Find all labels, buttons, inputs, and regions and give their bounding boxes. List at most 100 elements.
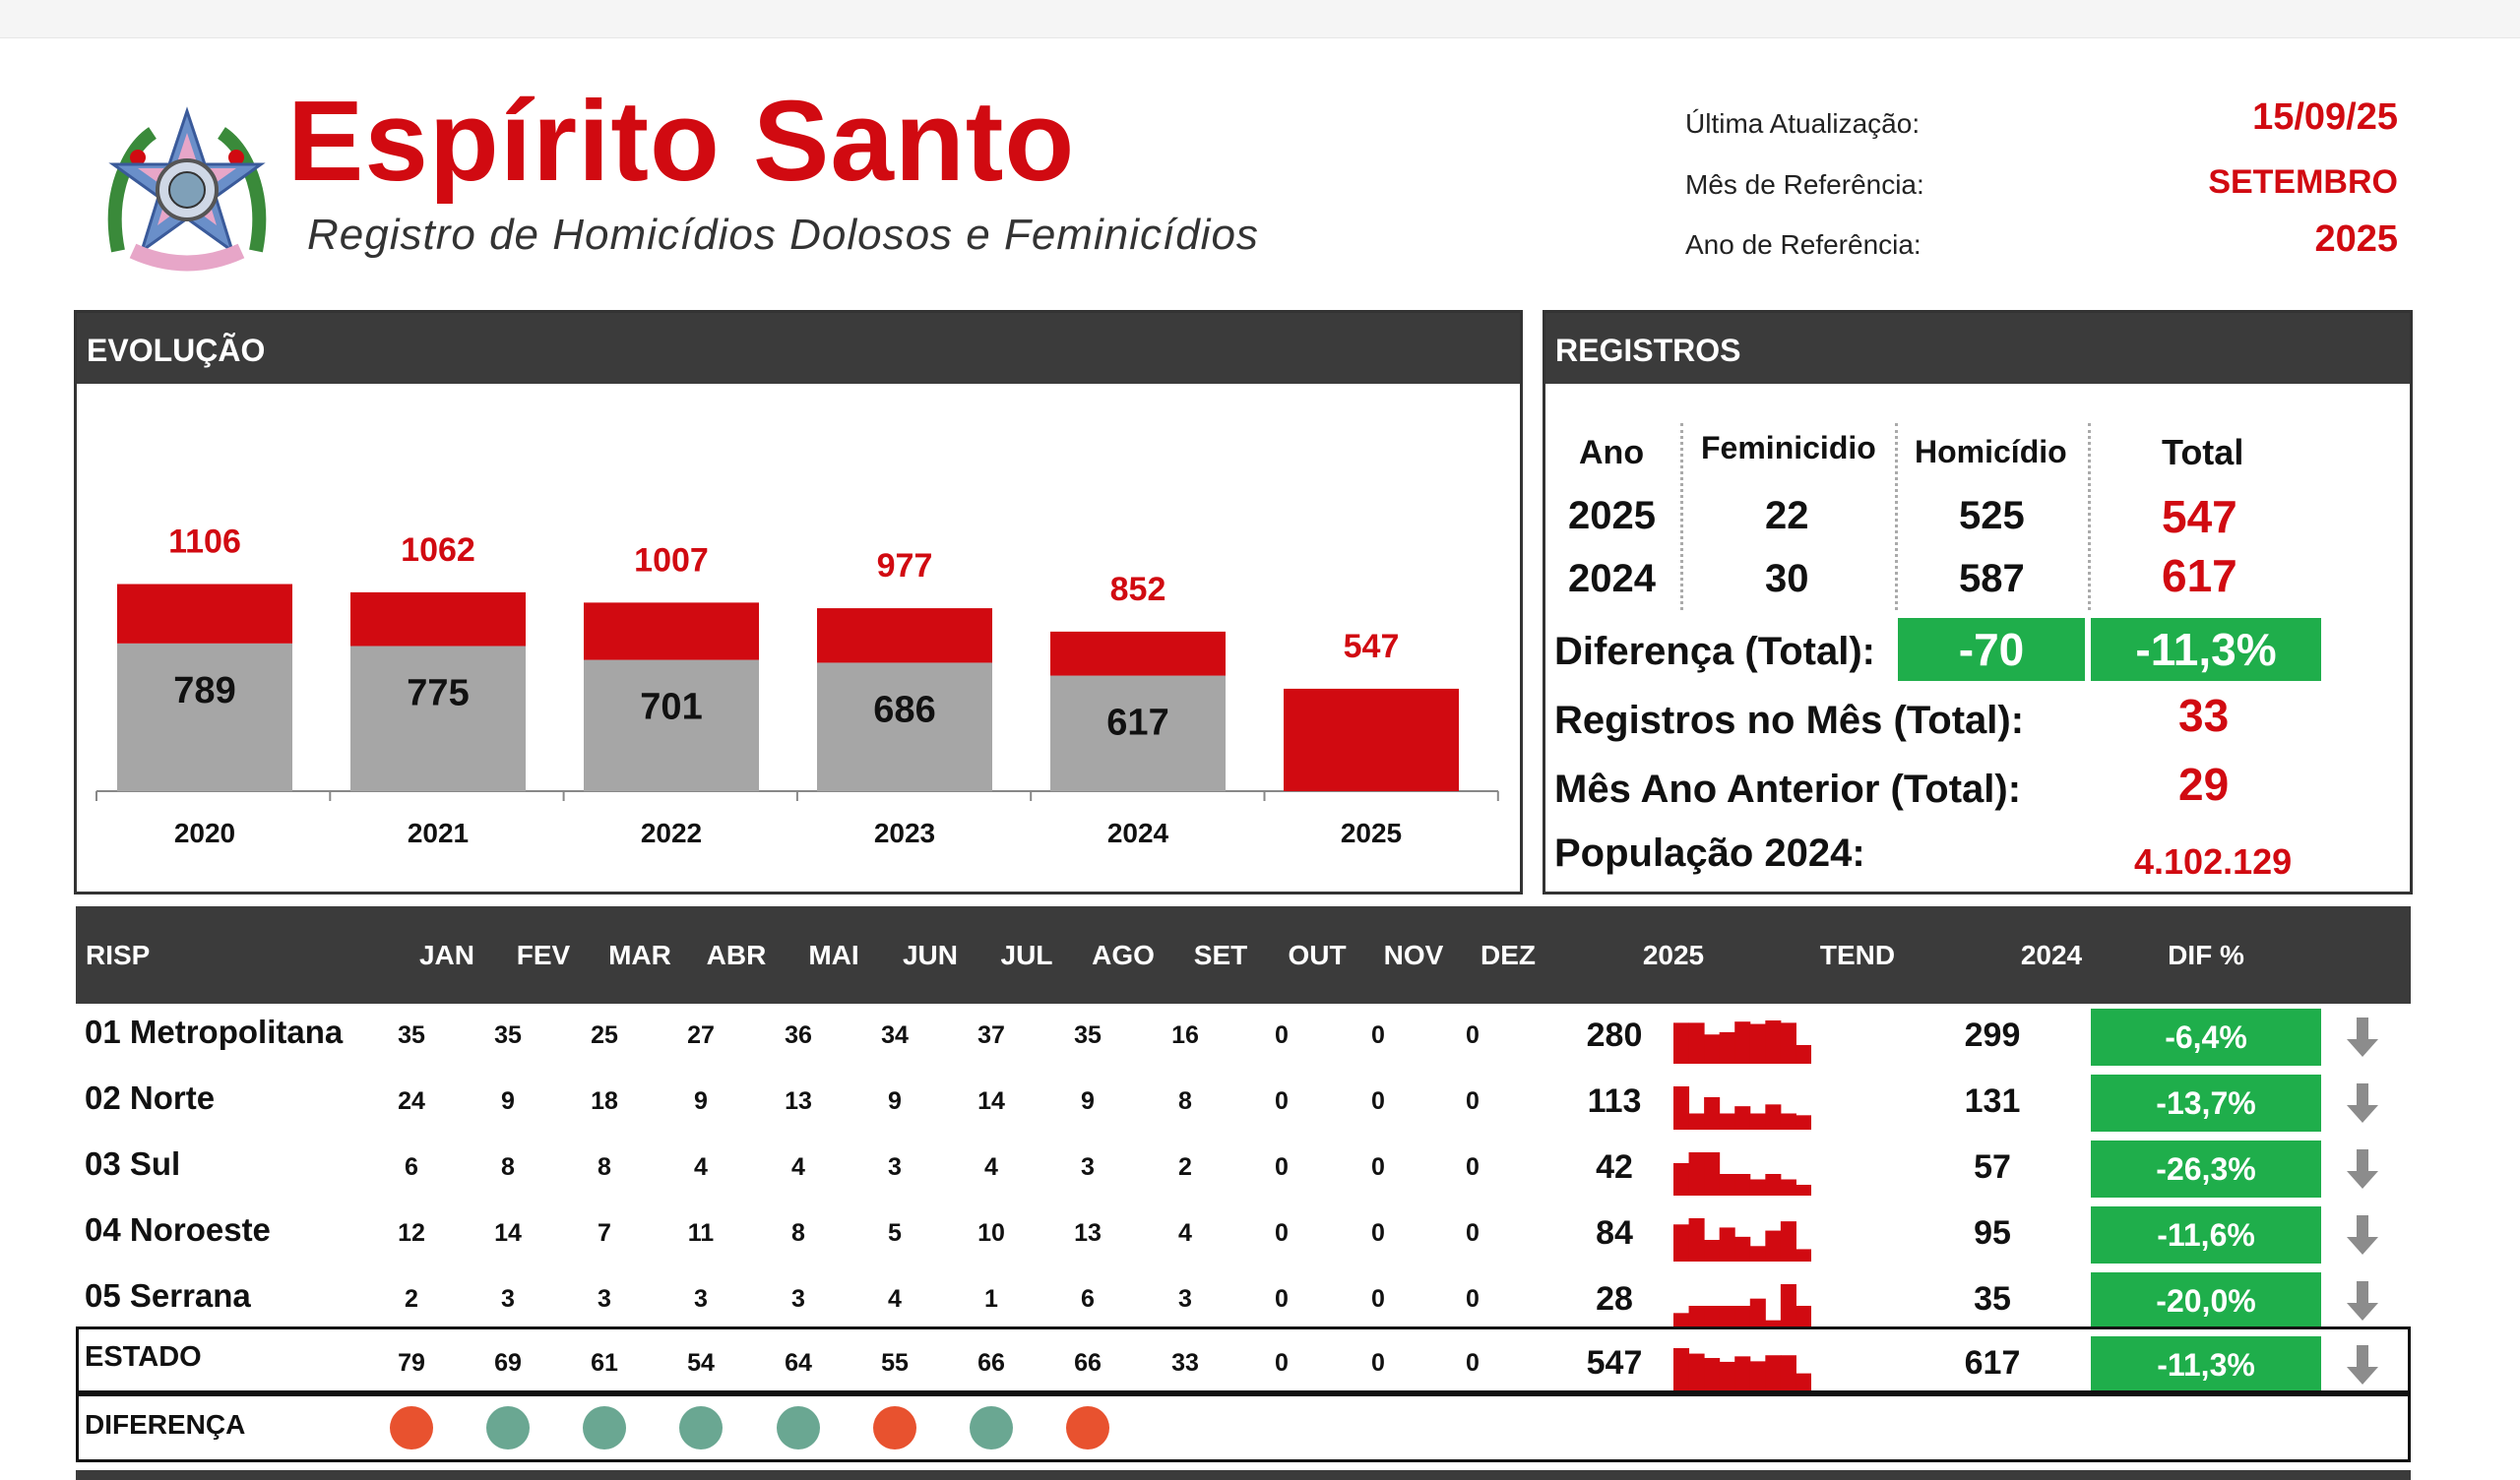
trend-bar [1749, 1361, 1766, 1391]
month-cell: 3 [694, 1285, 708, 1313]
reg-separator [1680, 423, 1683, 610]
trend-bar [1704, 1097, 1721, 1130]
month-cell: 8 [791, 1219, 805, 1247]
trend-sparkline [1673, 1152, 1811, 1196]
month-cell: 1 [984, 1285, 998, 1313]
trend-bar [1765, 1174, 1782, 1196]
trend-bar [1796, 1373, 1811, 1391]
bar-total-label: 977 [877, 547, 933, 585]
trend-bar [1796, 1115, 1811, 1130]
trend-bar [1734, 1306, 1751, 1327]
month-cell: 9 [694, 1087, 708, 1115]
trend-bar [1796, 1185, 1811, 1196]
month-cell: 9 [1081, 1087, 1095, 1115]
col-jul: JUL [1000, 940, 1053, 970]
trend-bar [1765, 1104, 1782, 1130]
trend-bar [1704, 1306, 1721, 1327]
reg-row-homicidio: 587 [1959, 557, 2025, 600]
month-cell: 18 [591, 1087, 618, 1115]
diferenca-row [76, 1393, 2411, 1462]
month-cell: 66 [977, 1349, 1005, 1377]
trend-bar [1719, 1174, 1735, 1196]
trend-bar [1719, 1031, 1735, 1064]
month-cell: 7 [598, 1219, 611, 1247]
reg-row-total: 617 [2162, 550, 2237, 601]
trend-bar [1749, 1179, 1766, 1196]
bar-segment-grey [584, 659, 759, 791]
trend-bar [1749, 1023, 1766, 1064]
reg-header-homicidio: Homicídio [1915, 434, 2067, 469]
month-cell: 0 [1371, 1285, 1385, 1313]
total-2024-cell: 35 [1974, 1280, 2011, 1318]
x-tick-label: 2020 [174, 818, 235, 848]
diferenca-row-label: DIFERENÇA [85, 1409, 246, 1440]
month-cell: 37 [977, 1021, 1005, 1049]
total-2024-cell: 131 [1964, 1082, 2021, 1120]
month-cell: 0 [1466, 1349, 1480, 1377]
total-2024-cell: 617 [1964, 1344, 2021, 1382]
reg-header-total: Total [2162, 432, 2244, 472]
reference-year-value: 2025 [2314, 218, 2398, 260]
col-mar: MAR [608, 940, 671, 970]
registros-panel: REGISTROS [1543, 310, 2413, 894]
month-cell: 0 [1275, 1349, 1289, 1377]
month-cell: 36 [785, 1021, 812, 1049]
trend-bar [1780, 1022, 1796, 1064]
month-cell: 0 [1371, 1153, 1385, 1181]
trend-bar [1796, 1249, 1811, 1262]
registros-mes-label: Registros no Mês (Total): [1554, 699, 2025, 742]
month-cell: 3 [888, 1153, 902, 1181]
month-cell: 4 [888, 1285, 902, 1313]
down-arrow-icon [2347, 1083, 2378, 1123]
indicator-down-dot [486, 1406, 530, 1449]
bar-segment-grey [1050, 675, 1226, 791]
trend-bar [1719, 1227, 1735, 1262]
risp-row-name: ESTADO [85, 1341, 202, 1373]
trend-bar [1719, 1361, 1735, 1391]
month-cell: 79 [398, 1349, 425, 1377]
reg-row-year: 2024 [1568, 557, 1656, 600]
month-cell: 0 [1275, 1021, 1289, 1049]
bottom-bar [76, 1470, 2411, 1480]
trend-bar [1688, 1218, 1705, 1262]
trend-bar [1704, 1034, 1721, 1064]
last-update-label: Última Atualização: [1685, 108, 1921, 139]
total-2025-cell: 280 [1586, 1017, 1643, 1054]
down-arrow-icon [2347, 1215, 2378, 1255]
trend-bar [1765, 1355, 1782, 1391]
total-2024-cell: 57 [1974, 1148, 2011, 1186]
col-ago: AGO [1092, 940, 1155, 970]
month-cell: 3 [501, 1285, 515, 1313]
bar-segment-red [584, 602, 759, 660]
trend-sparkline [1673, 1086, 1811, 1130]
dif-percent-cell: -26,3% [2091, 1141, 2321, 1198]
dif-percent-cell: -11,3% [2091, 1336, 2321, 1393]
trend-bar [1734, 1021, 1751, 1064]
indicator-down-dot [583, 1406, 626, 1449]
reg-separator [1895, 423, 1898, 610]
month-cell: 9 [501, 1087, 515, 1115]
trend-bar [1704, 1358, 1721, 1391]
indicator-up-dot [873, 1406, 916, 1449]
col-out: OUT [1288, 940, 1347, 970]
month-cell: 4 [984, 1153, 998, 1181]
bar-segment-grey [350, 646, 526, 791]
reg-row-year: 2025 [1568, 494, 1656, 537]
bar-segment-red [817, 608, 992, 663]
trend-bar [1673, 1086, 1690, 1130]
bar-value-label: 617 [1106, 703, 1168, 744]
bar-segment-red [117, 584, 292, 644]
reg-header-feminicidio: Feminicidio [1701, 430, 1876, 465]
down-arrow-icon [2347, 1281, 2378, 1321]
month-cell: 9 [888, 1087, 902, 1115]
indicator-down-dot [679, 1406, 723, 1449]
trend-bar [1688, 1353, 1705, 1391]
month-cell: 0 [1275, 1285, 1289, 1313]
trend-bar [1749, 1298, 1766, 1327]
trend-sparkline [1673, 1348, 1811, 1391]
bar-value-label: 686 [873, 689, 935, 730]
month-cell: 4 [1178, 1219, 1192, 1247]
page-title: Espírito Santo [287, 77, 1076, 205]
month-cell: 0 [1466, 1087, 1480, 1115]
indicator-up-dot [390, 1406, 433, 1449]
